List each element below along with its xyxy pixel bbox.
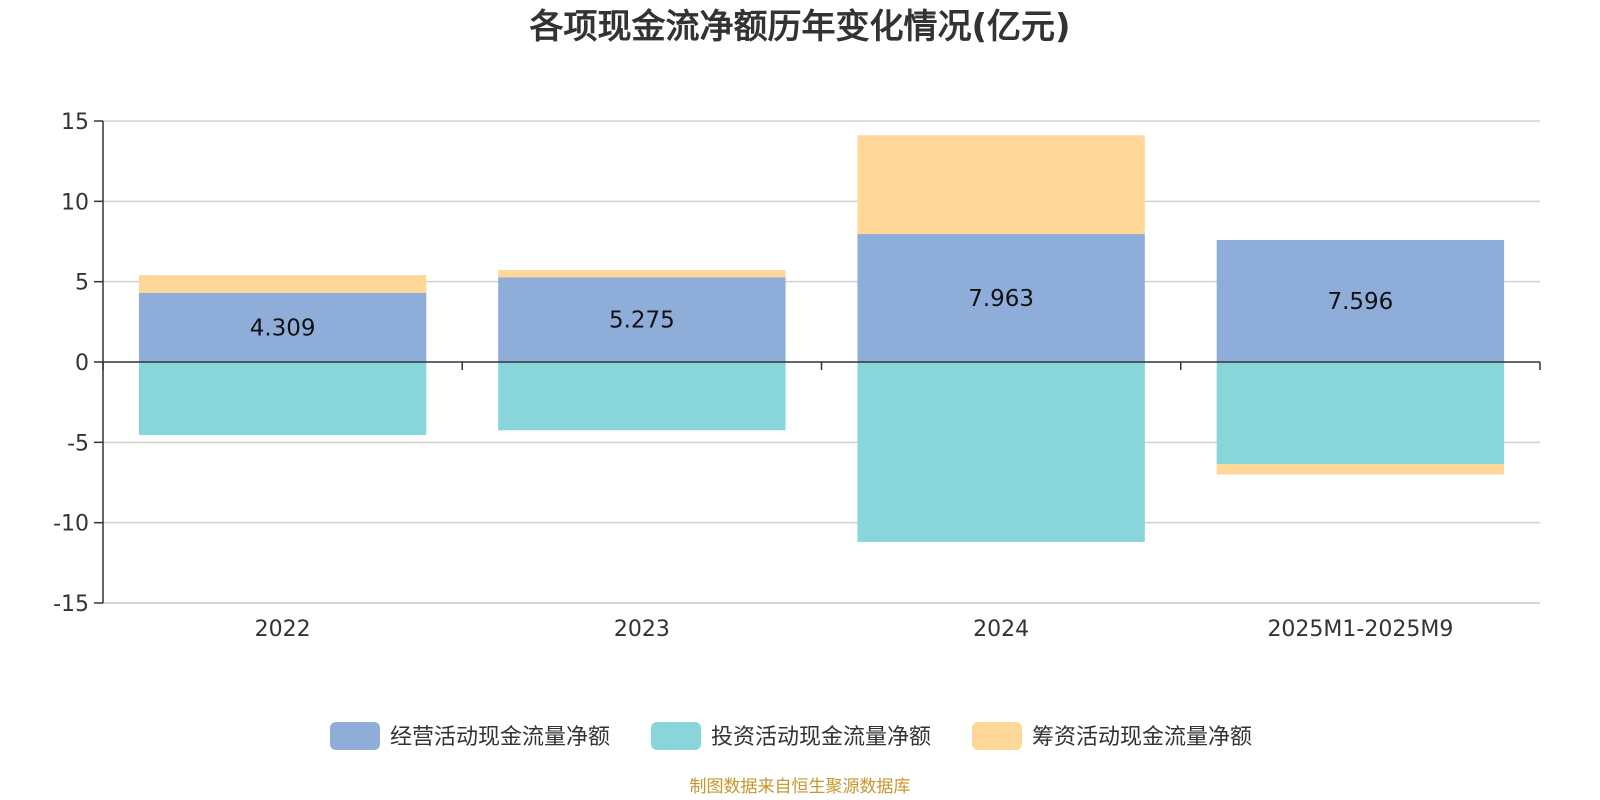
legend-swatch bbox=[972, 722, 1022, 750]
x-category-label: 2022 bbox=[255, 617, 311, 642]
bar-segment bbox=[857, 362, 1145, 542]
y-tick-label: 0 bbox=[75, 351, 89, 376]
x-category-label: 2024 bbox=[973, 617, 1029, 642]
data-labels: 4.309 5.275 7.963 7.596 bbox=[250, 286, 1394, 341]
legend-label: 经营活动现金流量净额 bbox=[390, 725, 610, 750]
axes: 15 10 5 0 -5 -10 -15 2022 2023 2024 2025M1-2025M9 bbox=[53, 110, 1541, 642]
data-label: 7.963 bbox=[968, 286, 1034, 312]
bar-segment bbox=[857, 234, 1145, 362]
x-category-label: 2023 bbox=[614, 617, 670, 642]
chart-title: 各项现金流净额历年变化情况(亿元) bbox=[529, 7, 1070, 47]
bar-segment bbox=[498, 362, 786, 431]
source-note: 制图数据来自恒生聚源数据库 bbox=[690, 777, 911, 797]
bars bbox=[138, 135, 1505, 542]
legend-label: 投资活动现金流量净额 bbox=[711, 725, 931, 750]
y-tick-label: 15 bbox=[61, 110, 89, 135]
bar-segment bbox=[857, 135, 1145, 235]
bar-segment bbox=[1216, 464, 1505, 475]
y-tick-label: -15 bbox=[53, 592, 89, 617]
y-tick-label: -10 bbox=[53, 512, 89, 537]
data-label: 5.275 bbox=[609, 308, 675, 334]
legend-label: 筹资活动现金流量净额 bbox=[1032, 725, 1252, 750]
legend-swatch bbox=[330, 722, 380, 750]
bar-segment bbox=[1216, 239, 1505, 362]
y-tick-label: 10 bbox=[61, 190, 89, 215]
bar-segment bbox=[138, 275, 427, 293]
data-label: 7.596 bbox=[1327, 289, 1393, 315]
y-tick-label: -5 bbox=[67, 431, 89, 456]
bar-segment bbox=[1216, 362, 1505, 465]
bar-segment bbox=[498, 270, 786, 278]
data-label: 4.309 bbox=[250, 315, 316, 341]
legend: 经营活动现金流量净额 投资活动现金流量净额 筹资活动现金流量净额 bbox=[330, 722, 1252, 750]
x-category-label: 2025M1-2025M9 bbox=[1267, 617, 1453, 642]
legend-swatch bbox=[651, 722, 701, 750]
bar-segment bbox=[498, 277, 786, 362]
bar-segment bbox=[138, 362, 427, 436]
bar-segment bbox=[138, 292, 427, 362]
y-tick-label: 5 bbox=[75, 271, 89, 296]
